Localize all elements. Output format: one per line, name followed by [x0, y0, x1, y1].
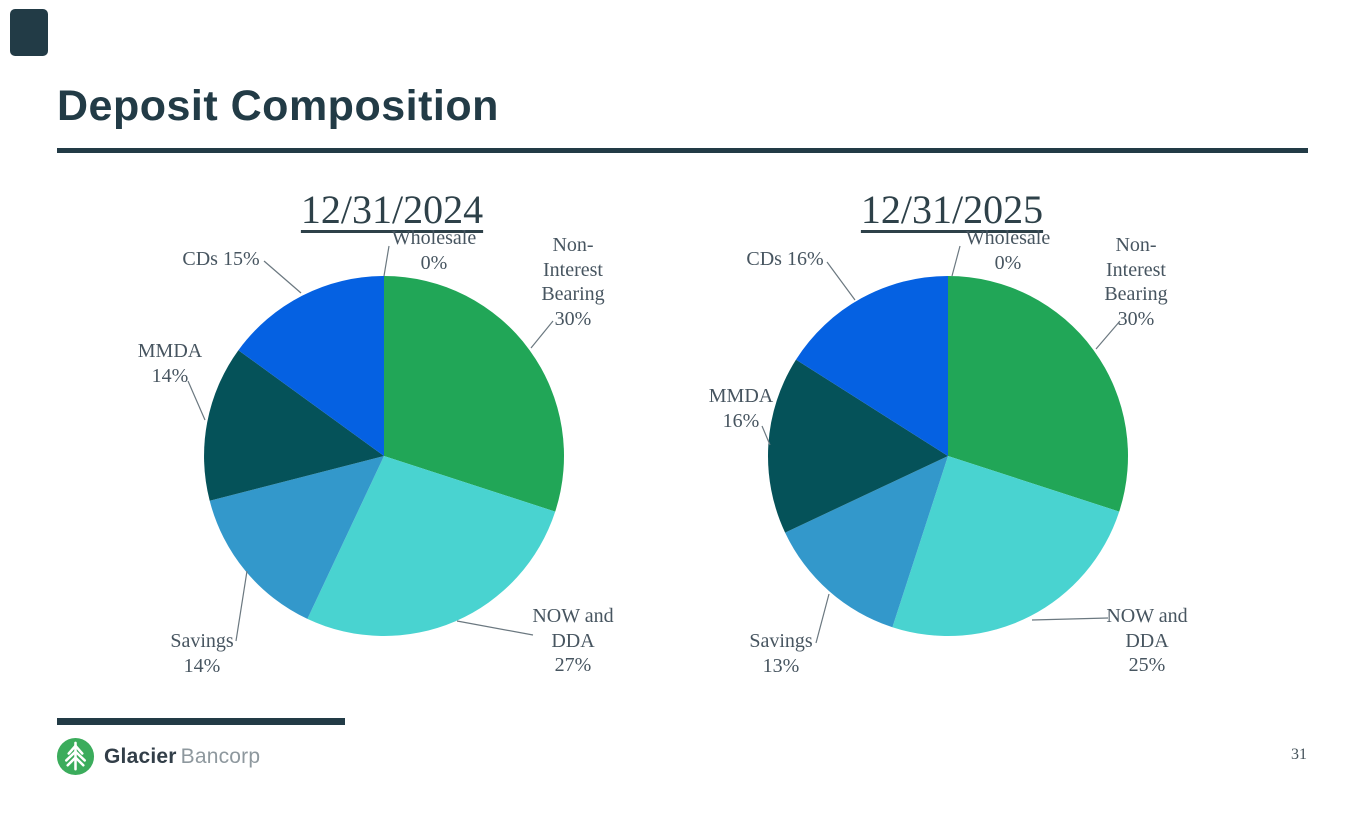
- label-non-interest-bearing-2025: Non- Interest Bearing 30%: [1104, 233, 1167, 331]
- pie-chart-2025: [767, 276, 1129, 637]
- chart-title-2024: 12/31/2024: [300, 187, 484, 232]
- label-line: Savings: [749, 630, 813, 652]
- label-line: 30%: [554, 307, 592, 330]
- pie-slice-savings: [209, 456, 384, 619]
- label-line: Interest: [1106, 258, 1166, 281]
- pie-slice-now-and-dda: [307, 456, 556, 637]
- label-cds-2025: CDs 16%: [746, 247, 823, 272]
- pie-slice-savings: [785, 456, 948, 628]
- corner-accent-square: [10, 9, 48, 56]
- glacier-tree-icon: [56, 737, 95, 776]
- pie-slice-now-and-dda: [892, 456, 1120, 637]
- leader-line: [826, 261, 856, 301]
- brand-logo: Glacier Bancorp: [56, 737, 260, 776]
- leader-line: [263, 260, 302, 294]
- label-line: DDA: [551, 629, 595, 652]
- label-line: NOW and: [532, 605, 614, 627]
- label-wholesale-2025: Wholesale 0%: [966, 226, 1050, 275]
- leader-line: [530, 320, 554, 349]
- label-line: NOW and: [1106, 605, 1188, 627]
- label-line: CDs 15%: [182, 248, 260, 270]
- label-leader-lines: [187, 245, 1121, 644]
- leader-line: [951, 245, 961, 277]
- chart-title-2025: 12/31/2025: [860, 187, 1044, 232]
- pie-slice-cds: [238, 276, 384, 456]
- label-cds-2024: CDs 15%: [182, 247, 259, 272]
- leader-line: [1095, 320, 1121, 350]
- leader-line: [761, 425, 771, 446]
- footer-accent-bar: [57, 718, 345, 725]
- page-number: 31: [1291, 746, 1307, 763]
- label-mmda-2025: MMDA 16%: [709, 384, 773, 433]
- leader-line: [383, 245, 390, 277]
- pie-slice-non-interest-bearing: [948, 276, 1129, 512]
- label-non-interest-bearing-2024: Non- Interest Bearing 30%: [541, 233, 604, 331]
- label-line: DDA: [1125, 629, 1169, 652]
- brand-name-glacier: Glacier: [104, 744, 177, 768]
- label-line: MMDA: [708, 385, 774, 407]
- label-line: Interest: [543, 258, 603, 281]
- label-line: 0%: [420, 251, 448, 274]
- page-title: Deposit Composition: [57, 82, 499, 130]
- label-line: 14%: [151, 364, 189, 387]
- label-savings-2024: Savings 14%: [170, 629, 233, 678]
- label-line: Non-: [1115, 234, 1157, 256]
- label-line: Non-: [552, 234, 594, 256]
- label-mmda-2024: MMDA 14%: [138, 339, 202, 388]
- label-line: CDs 16%: [746, 248, 824, 270]
- label-line: 13%: [762, 654, 800, 677]
- label-line: 30%: [1117, 307, 1155, 330]
- leader-line: [815, 593, 830, 644]
- leader-line: [187, 380, 206, 421]
- label-line: Bearing: [541, 283, 605, 305]
- leader-line: [235, 570, 248, 642]
- label-line: 27%: [554, 654, 592, 676]
- brand-name-bancorp: Bancorp: [180, 744, 261, 768]
- label-line: Wholesale: [965, 227, 1051, 249]
- label-line: 25%: [1128, 654, 1166, 676]
- title-divider-rule: [57, 148, 1308, 153]
- label-line: Savings: [170, 630, 234, 652]
- label-now-dda-2025: NOW and DDA 25%: [1106, 604, 1187, 678]
- label-line: 16%: [722, 409, 760, 432]
- label-line: 0%: [994, 251, 1022, 274]
- label-line: 14%: [183, 654, 221, 677]
- pie-slice-mmda: [204, 350, 384, 501]
- pie-slice-cds: [796, 276, 948, 456]
- pie-slice-mmda: [767, 359, 948, 533]
- label-savings-2025: Savings 13%: [749, 629, 812, 678]
- pie-chart-2024: [204, 276, 565, 637]
- label-wholesale-2024: Wholesale 0%: [392, 226, 476, 275]
- leader-line: [456, 620, 534, 636]
- label-line: Wholesale: [391, 227, 477, 249]
- label-now-dda-2024: NOW and DDA 27%: [532, 604, 613, 678]
- leader-line: [1031, 617, 1109, 621]
- label-line: Bearing: [1104, 283, 1168, 305]
- label-line: MMDA: [137, 340, 203, 362]
- pie-slice-non-interest-bearing: [384, 276, 565, 512]
